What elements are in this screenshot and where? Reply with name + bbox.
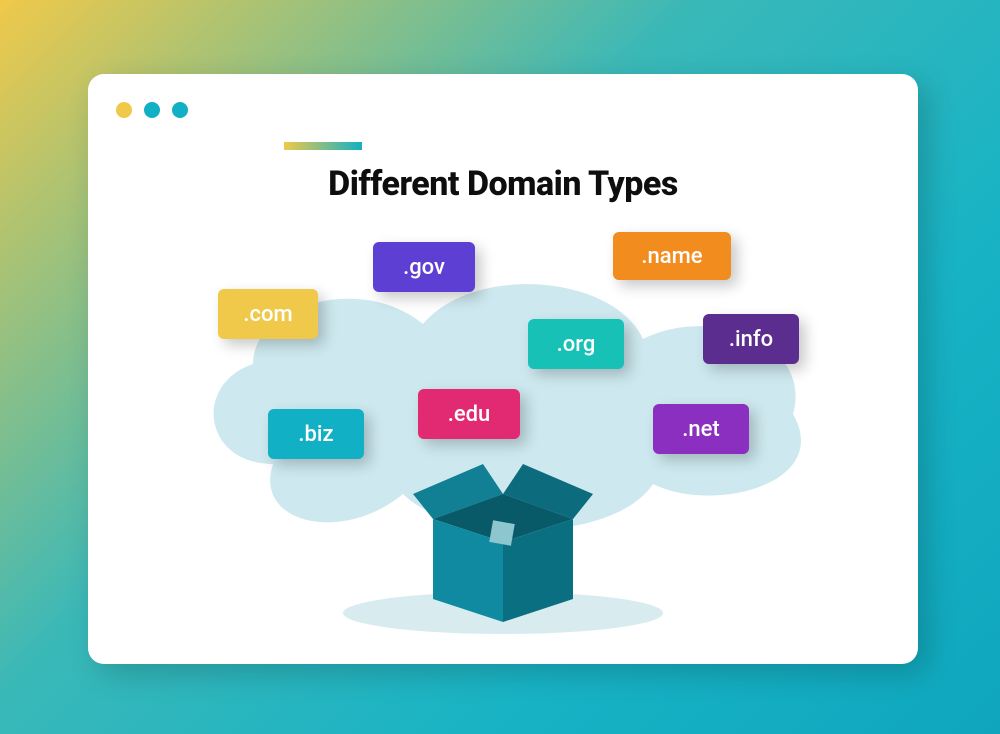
infographic-card: Different Domain Types .com .gov .name .org… (88, 74, 918, 664)
domain-tag: .org (528, 319, 624, 369)
domain-tag: .com (218, 289, 318, 339)
window-dot (144, 102, 160, 118)
accent-bar (284, 142, 362, 150)
window-dots (116, 102, 188, 118)
open-box-icon (373, 424, 633, 624)
domain-tag: .name (613, 232, 731, 280)
domain-tag: .biz (268, 409, 364, 459)
window-dot (172, 102, 188, 118)
window-dot (116, 102, 132, 118)
domain-tag: .edu (418, 389, 520, 439)
box-tape (489, 520, 514, 545)
domain-tag: .info (703, 314, 799, 364)
domain-tag: .net (653, 404, 749, 454)
domain-tag: .gov (373, 242, 475, 292)
main-title: Different Domain Types (88, 164, 918, 204)
